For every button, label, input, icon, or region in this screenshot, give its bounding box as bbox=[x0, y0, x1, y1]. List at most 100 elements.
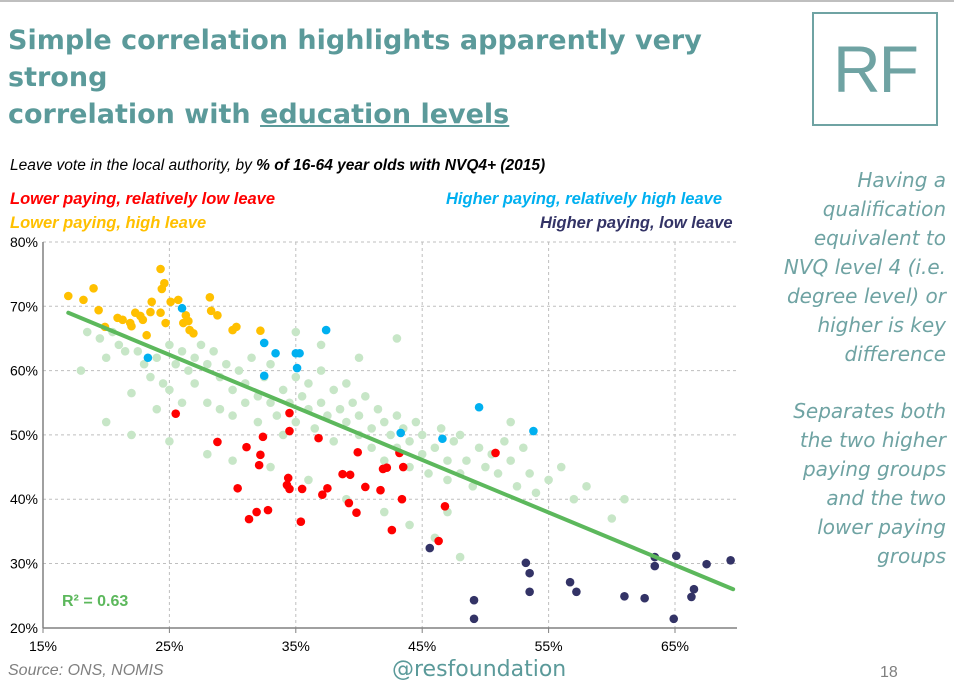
point-other bbox=[424, 469, 433, 478]
point-higher-paying-low-leave bbox=[640, 593, 649, 603]
y-tick-label: 80% bbox=[10, 234, 38, 250]
point-other bbox=[266, 462, 275, 472]
point-other bbox=[449, 437, 459, 446]
point-other bbox=[278, 385, 288, 395]
point-higher-paying-low-leave bbox=[565, 577, 575, 587]
point-other bbox=[544, 475, 553, 485]
side-text-1: Having a qualification equivalent to NVQ… bbox=[783, 168, 946, 366]
point-higher-paying-relatively-high-leave bbox=[438, 434, 447, 444]
point-lower-paying-high-leave bbox=[63, 291, 73, 301]
title-line-1: Simple correlation highlights apparently… bbox=[8, 25, 702, 93]
point-other bbox=[405, 437, 414, 446]
point-lower-paying-relatively-low-leave bbox=[344, 498, 354, 508]
point-higher-paying-relatively-high-leave bbox=[295, 348, 304, 358]
point-lower-paying-high-leave bbox=[147, 297, 157, 307]
point-higher-paying-low-leave bbox=[687, 592, 696, 602]
point-lower-paying-relatively-low-leave bbox=[353, 447, 363, 457]
point-lower-paying-relatively-low-leave bbox=[434, 536, 443, 546]
point-other bbox=[120, 347, 130, 356]
point-other bbox=[114, 340, 124, 350]
point-other bbox=[316, 398, 326, 408]
r-squared-label: R² = 0.63 bbox=[62, 593, 128, 610]
point-other bbox=[436, 424, 446, 433]
point-lower-paying-relatively-low-leave bbox=[397, 494, 407, 504]
point-other bbox=[221, 359, 231, 369]
x-tick-label: 35% bbox=[282, 638, 310, 654]
point-other bbox=[253, 417, 263, 427]
point-higher-paying-low-leave bbox=[469, 595, 479, 605]
point-lower-paying-high-leave bbox=[205, 292, 215, 302]
point-lower-paying-relatively-low-leave bbox=[376, 485, 385, 495]
chart-caption: Leave vote in the local authority, by % … bbox=[10, 157, 545, 175]
title-underlined: education levels bbox=[260, 99, 510, 130]
y-tick-label: 70% bbox=[10, 298, 38, 314]
point-lower-paying-relatively-low-leave bbox=[297, 484, 307, 494]
top-rule bbox=[0, 0, 954, 2]
point-lower-paying-relatively-low-leave bbox=[440, 501, 450, 511]
point-lower-paying-high-leave bbox=[189, 329, 198, 338]
point-other bbox=[367, 443, 376, 453]
trend-line bbox=[66, 310, 736, 592]
y-tick-label: 50% bbox=[10, 427, 38, 443]
point-other bbox=[291, 372, 301, 382]
point-other bbox=[209, 347, 218, 356]
x-tick-label: 15% bbox=[29, 638, 57, 654]
point-other bbox=[165, 340, 174, 350]
point-lower-paying-high-leave bbox=[146, 307, 155, 317]
point-other bbox=[165, 437, 174, 446]
point-lower-paying-high-leave bbox=[161, 318, 170, 328]
point-other bbox=[569, 494, 579, 504]
point-lower-paying-high-leave bbox=[160, 278, 169, 288]
point-other bbox=[228, 456, 237, 465]
point-higher-paying-relatively-high-leave bbox=[143, 353, 153, 363]
twitter-handle: @resfoundation bbox=[392, 657, 567, 682]
point-other bbox=[620, 494, 629, 504]
point-lower-paying-high-leave bbox=[138, 315, 148, 325]
point-higher-paying-relatively-high-leave bbox=[529, 426, 538, 436]
point-lower-paying-relatively-low-leave bbox=[256, 450, 265, 460]
point-other bbox=[430, 443, 440, 453]
point-higher-paying-low-leave bbox=[669, 614, 679, 624]
point-other bbox=[417, 430, 427, 440]
point-other bbox=[228, 385, 237, 395]
point-lower-paying-high-leave bbox=[156, 308, 165, 318]
point-other bbox=[152, 353, 162, 363]
point-other bbox=[316, 340, 326, 350]
point-other bbox=[240, 398, 250, 408]
point-higher-paying-low-leave bbox=[702, 559, 711, 569]
point-higher-paying-low-leave bbox=[572, 587, 581, 597]
point-other bbox=[443, 475, 452, 485]
point-lower-paying-high-leave bbox=[127, 321, 136, 331]
point-other bbox=[304, 379, 313, 388]
point-other bbox=[493, 469, 503, 478]
point-other bbox=[411, 417, 421, 427]
legend-navy: Higher paying, low leave bbox=[540, 214, 733, 232]
point-other bbox=[379, 456, 389, 465]
point-other bbox=[582, 482, 591, 491]
point-lower-paying-relatively-low-leave bbox=[233, 483, 242, 493]
point-other bbox=[468, 482, 478, 491]
point-other bbox=[101, 417, 111, 427]
point-lower-paying-relatively-low-leave bbox=[242, 442, 251, 452]
point-other bbox=[152, 404, 162, 414]
point-lower-paying-relatively-low-leave bbox=[323, 483, 332, 493]
point-other bbox=[506, 417, 515, 427]
point-other bbox=[329, 437, 339, 446]
point-other bbox=[506, 456, 515, 465]
page-number: 18 bbox=[880, 664, 898, 681]
point-other bbox=[304, 475, 313, 485]
point-other bbox=[354, 353, 364, 363]
point-other bbox=[203, 449, 212, 459]
point-other bbox=[455, 552, 465, 562]
title-line-2-prefix: correlation with bbox=[8, 99, 261, 130]
point-other bbox=[291, 417, 301, 427]
point-other bbox=[379, 417, 389, 427]
point-lower-paying-high-leave bbox=[184, 316, 193, 326]
point-lower-paying-relatively-low-leave bbox=[382, 463, 392, 472]
point-other bbox=[405, 462, 414, 472]
point-higher-paying-relatively-high-leave bbox=[177, 303, 187, 313]
point-lower-paying-high-leave bbox=[173, 295, 183, 305]
point-other bbox=[203, 398, 212, 408]
point-other bbox=[272, 411, 282, 420]
point-other bbox=[196, 340, 206, 350]
